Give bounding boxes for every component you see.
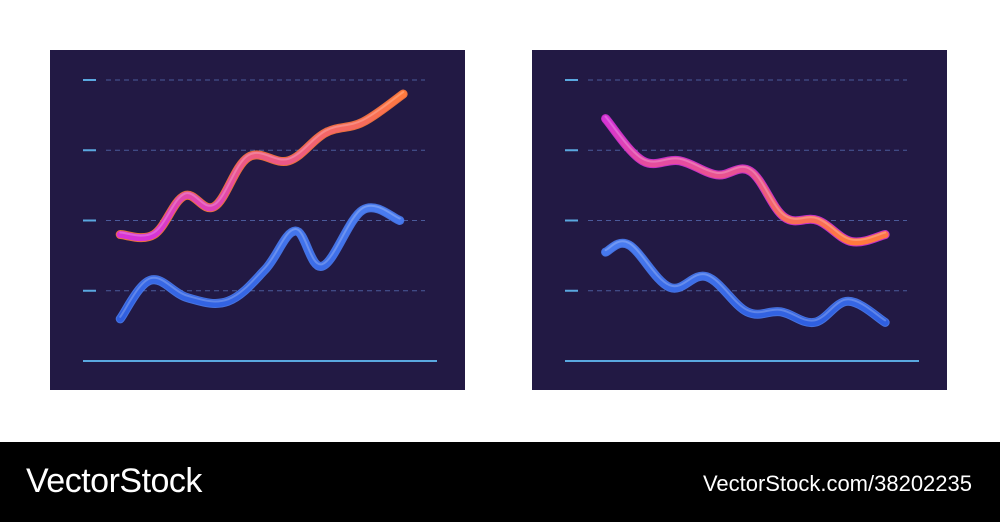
chart-panel-left — [50, 50, 465, 390]
series-line-1 — [116, 204, 404, 323]
chart-panel-right — [532, 50, 947, 390]
watermark-footer: VectorStock VectorStock.com/38202235 — [0, 442, 1000, 522]
image-id: VectorStock.com/38202235 — [702, 471, 972, 496]
series-line-1 — [602, 239, 889, 327]
series-line-1-highlight — [119, 204, 401, 318]
series-line-0-base — [601, 114, 890, 247]
series-line-1-highlight — [604, 240, 887, 322]
series-line-0 — [602, 115, 889, 246]
line-chart-1 — [565, 79, 919, 362]
series-line-0 — [116, 90, 407, 242]
series-line-0-highlight — [119, 91, 405, 237]
series-line-0-highlight — [604, 115, 887, 242]
line-chart-0 — [83, 79, 437, 362]
brand-name: VectorStock — [26, 462, 202, 500]
